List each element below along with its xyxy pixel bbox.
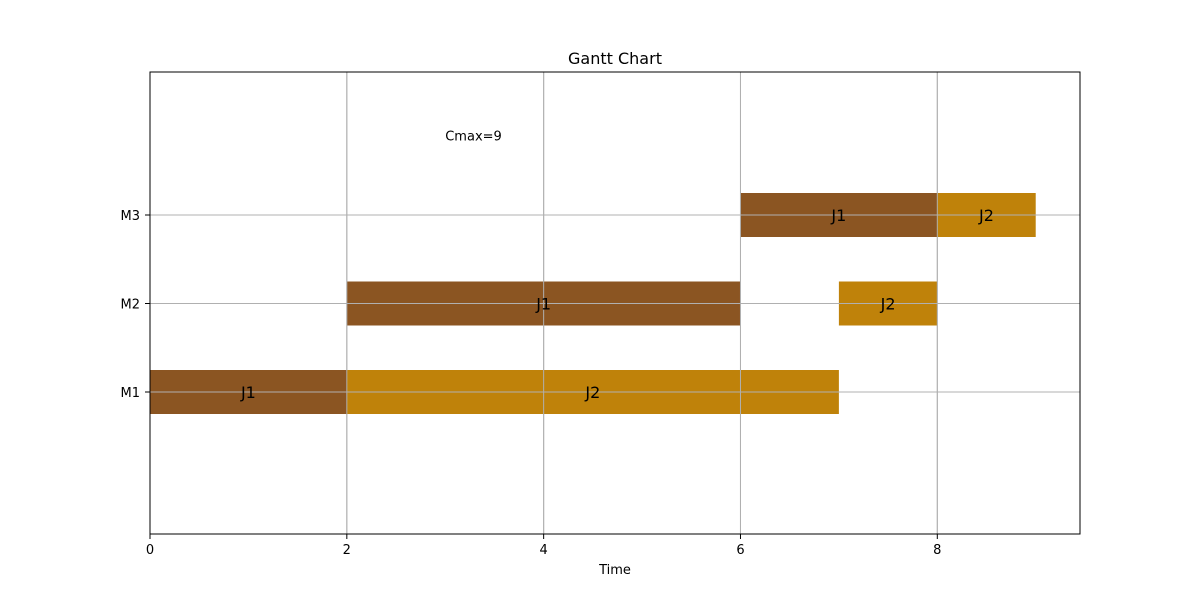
x-axis-ticks: 0 2 4 6 8 — [146, 534, 941, 558]
task-label: J1 — [535, 295, 551, 314]
task-label: J2 — [880, 295, 896, 314]
chart-title: Gantt Chart — [568, 49, 662, 68]
y-tick-label: M3 — [121, 209, 141, 224]
grid-overlay — [149, 72, 1080, 534]
x-tick-label: 6 — [736, 543, 744, 558]
task-label: J1 — [830, 206, 846, 225]
task-label: J2 — [978, 206, 994, 225]
x-tick-label: 2 — [343, 543, 351, 558]
x-tick-label: 8 — [933, 543, 941, 558]
task-label: J2 — [584, 383, 600, 402]
x-tick-label: 0 — [146, 543, 154, 558]
x-axis-label: Time — [598, 563, 631, 578]
task-labels: J1 J2 J1 J2 J1 J2 — [240, 206, 994, 402]
y-tick-label: M1 — [121, 386, 141, 401]
y-tick-label: M2 — [121, 298, 141, 313]
x-tick-label: 4 — [540, 543, 548, 558]
y-axis-ticks: M1 M2 M3 — [121, 209, 150, 401]
task-label: J1 — [240, 383, 256, 402]
task-bars — [149, 72, 1080, 534]
cmax-annotation: Cmax=9 — [445, 129, 502, 144]
